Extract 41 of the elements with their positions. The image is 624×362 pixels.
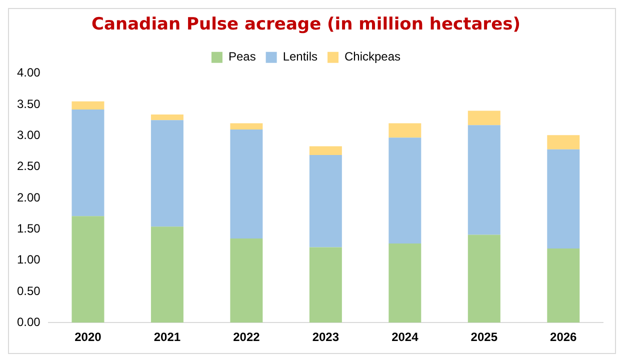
bar	[230, 238, 263, 323]
chart-title: Canadian Pulse acreage (in million hectares)	[92, 14, 520, 35]
bar	[388, 243, 422, 323]
bar	[468, 234, 500, 323]
bar	[72, 101, 104, 110]
y-tick-label: 3.50	[16, 96, 41, 111]
x-tick-label: 2025	[470, 330, 498, 344]
bar	[230, 129, 263, 238]
bar	[150, 226, 184, 323]
y-tick-label: 1.50	[16, 221, 41, 236]
bar	[547, 135, 580, 150]
x-tick-label: 2021	[154, 330, 181, 344]
x-tick-label: 2024	[392, 330, 419, 344]
y-tick-label: 2.00	[16, 190, 41, 204]
bar	[388, 123, 422, 138]
legend-label: Lentils	[282, 50, 318, 64]
y-tick-label: 0.50	[16, 284, 41, 298]
y-tick-label: 4.00	[16, 66, 41, 80]
bar	[150, 114, 184, 120]
bar	[388, 138, 422, 244]
bar	[72, 110, 104, 216]
bar	[72, 216, 104, 323]
bar	[309, 155, 342, 248]
y-tick-label: 1.00	[16, 252, 41, 267]
y-tick-label: 2.50	[16, 159, 41, 174]
bar	[309, 146, 342, 156]
bar	[468, 110, 500, 126]
legend-label: Chickpeas	[344, 50, 401, 64]
x-tick-label: 2023	[312, 330, 340, 344]
y-tick-label: 0.00	[16, 314, 41, 329]
bar	[150, 120, 184, 227]
x-tick-label: 2026	[550, 330, 578, 344]
legend-label: Peas	[228, 50, 256, 64]
bar	[468, 125, 500, 235]
x-tick-label: 2022	[233, 330, 260, 344]
y-tick-label: 3.00	[16, 128, 41, 142]
x-tick-label: 2020	[74, 330, 102, 344]
bar	[230, 123, 263, 130]
bar	[309, 247, 342, 323]
bar	[547, 248, 580, 323]
bar	[547, 149, 580, 248]
